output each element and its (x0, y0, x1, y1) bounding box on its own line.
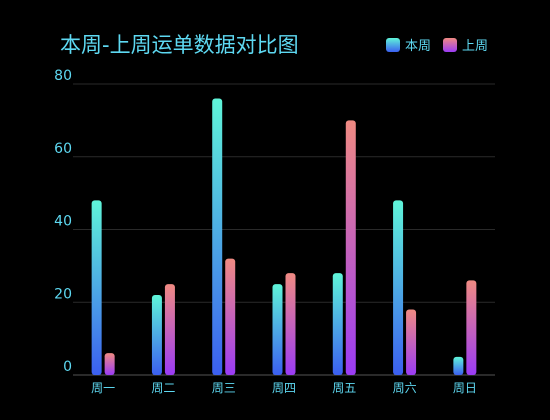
grid-lines (73, 83, 495, 376)
x-category-label: 周六 (393, 381, 417, 395)
bar-last-week-4 (345, 120, 356, 375)
y-tick-label: 80 (54, 68, 72, 84)
y-tick-label: 0 (63, 359, 72, 375)
y-tick-label: 20 (54, 286, 72, 302)
legend-swatch-last-week (443, 38, 457, 52)
legend-label-this-week: 本周 (405, 39, 431, 54)
y-tick-label: 40 (54, 214, 72, 230)
y-tick-label: 60 (54, 141, 72, 157)
bar-this-week-1 (151, 294, 162, 375)
bars (91, 98, 477, 376)
x-category-label: 周二 (151, 381, 175, 395)
bar-this-week-6 (453, 356, 464, 375)
bar-last-week-5 (406, 309, 417, 375)
x-category-label: 周三 (212, 381, 236, 395)
x-category-label: 周五 (332, 381, 356, 395)
x-category-label: 周四 (272, 381, 296, 395)
bar-this-week-5 (393, 200, 404, 375)
bar-last-week-0 (104, 353, 115, 375)
bar-this-week-0 (91, 200, 102, 375)
bar-last-week-6 (466, 280, 477, 375)
legend-swatch-this-week (386, 38, 400, 52)
chart-title: 本周-上周运单数据对比图 (60, 33, 299, 57)
bar-this-week-2 (212, 98, 223, 376)
legend-label-last-week: 上周 (462, 39, 488, 54)
bar-this-week-3 (272, 284, 283, 375)
bar-last-week-3 (285, 273, 296, 375)
bar-last-week-2 (225, 258, 236, 375)
legend: 本周 上周 (386, 38, 488, 54)
x-category-label: 周一 (91, 381, 115, 395)
bar-last-week-1 (164, 284, 175, 375)
bar-this-week-4 (332, 273, 343, 375)
y-axis-ticks: 0 20 40 60 80 (54, 68, 72, 375)
x-axis-categories: 周一 周二 周三 周四 周五 周六 周日 (91, 381, 477, 395)
x-category-label: 周日 (453, 381, 477, 395)
